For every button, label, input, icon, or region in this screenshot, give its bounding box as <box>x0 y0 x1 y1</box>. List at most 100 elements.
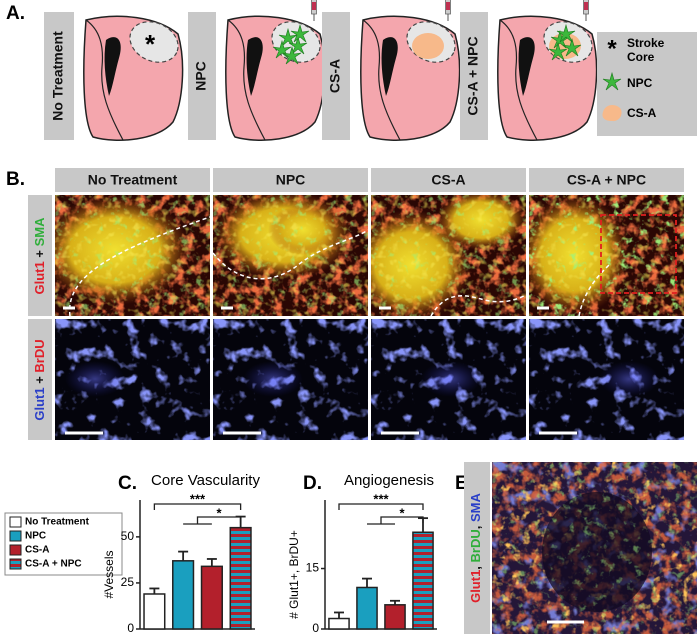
condition-tab <box>460 12 488 140</box>
column-header <box>529 168 684 192</box>
syringe-icon <box>443 0 453 22</box>
chart-title: Angiogenesis <box>344 472 434 489</box>
legend-text: Stroke <box>627 36 665 50</box>
legend-label: CS-A + NPC <box>25 559 82 570</box>
label-part: + <box>32 373 47 388</box>
legend-text: NPC <box>627 76 653 90</box>
column-label: NPC <box>276 172 306 188</box>
micrograph <box>213 319 368 440</box>
bar <box>229 526 252 630</box>
y-tick-label: 25 <box>121 575 135 589</box>
significance-label: *** <box>373 491 389 506</box>
bar <box>328 617 350 630</box>
label-part: BrDU <box>32 339 47 372</box>
y-axis-label: # Glut1+, BrDU+ <box>287 530 301 619</box>
label-part: Glut1 <box>32 387 47 420</box>
micrograph <box>529 195 684 316</box>
row-tab <box>464 462 490 634</box>
chart-title: Core Vascularity <box>151 472 260 489</box>
micrograph <box>371 319 526 440</box>
brain-schematic <box>360 13 463 142</box>
legend-swatch <box>9 558 22 570</box>
legend-text: Core <box>627 50 655 64</box>
label-part: SMA <box>468 492 483 522</box>
y-tick-label: 0 <box>127 621 134 635</box>
legend-label: No Treatment <box>25 517 90 528</box>
micrograph <box>55 195 210 316</box>
y-tick-label: 50 <box>121 529 135 543</box>
row-label: Glut1 + BrDU <box>32 339 47 420</box>
legend-text: CS-A <box>627 106 657 120</box>
bar <box>384 604 406 630</box>
legend-swatch <box>9 530 22 542</box>
row-tab <box>28 195 52 316</box>
legend-swatch <box>9 544 22 556</box>
micrograph <box>492 462 697 634</box>
significance-bracket <box>367 516 424 525</box>
micrograph <box>371 195 526 316</box>
condition-tab <box>322 12 350 140</box>
brain-schematic <box>83 13 186 142</box>
significance-bracket <box>338 503 424 510</box>
label-part: BrDU <box>468 529 483 562</box>
lesion-border <box>213 229 368 280</box>
condition-tab <box>188 12 216 140</box>
y-tick-label: 15 <box>306 561 320 575</box>
significance-label: * <box>399 505 405 520</box>
syringe-icon <box>581 0 591 22</box>
label-part: , <box>468 522 483 529</box>
bar <box>200 565 223 630</box>
column-label: CS-A + NPC <box>567 172 646 188</box>
row-tab <box>28 319 52 440</box>
lesion-border <box>430 294 526 316</box>
y-tick-label: 0 <box>312 621 319 635</box>
panel-label: B. <box>6 169 25 190</box>
micrograph <box>213 195 368 316</box>
legend-label: CS-A <box>25 545 49 556</box>
significance-label: *** <box>190 491 206 506</box>
label-part: , <box>468 562 483 569</box>
micrograph <box>529 319 684 440</box>
lesion-border <box>68 216 210 316</box>
brain-schematic <box>497 13 600 142</box>
row-label: Glut1 + SMA <box>32 217 47 295</box>
condition-label: CS-A + NPC <box>465 36 481 115</box>
zoom-box <box>600 214 677 294</box>
syringe-icon <box>309 0 319 22</box>
label-part: SMA <box>32 217 47 247</box>
column-label: CS-A <box>431 172 465 188</box>
micrograph <box>55 319 210 440</box>
bar <box>172 560 195 630</box>
core-mark: * <box>145 29 156 59</box>
column-label: No Treatment <box>88 172 178 188</box>
condition-label: CS-A <box>327 59 343 93</box>
brain-schematic <box>225 13 328 142</box>
label-part: Glut1 <box>32 261 47 294</box>
column-header <box>213 168 368 192</box>
bar <box>412 531 434 630</box>
significance-bracket <box>183 516 242 525</box>
significance-bracket <box>153 503 242 510</box>
bar <box>356 586 378 630</box>
legend-swatch <box>9 516 22 528</box>
legend-symbol: * <box>607 35 617 62</box>
csa-gel <box>412 33 444 59</box>
panel-a-schematics: * * Stroke Core NPC CS-A <box>44 0 697 142</box>
column-header <box>55 168 210 192</box>
lesion-border <box>578 264 610 316</box>
bar <box>143 593 166 630</box>
significance-label: * <box>217 505 223 520</box>
condition-label: No Treatment <box>50 31 66 121</box>
legend-label: NPC <box>25 531 46 542</box>
legend-box <box>4 512 123 576</box>
row-label: Glut1, BrDU, SMA <box>468 492 483 602</box>
condition-tab <box>44 12 74 140</box>
panel-label: D. <box>303 473 322 494</box>
condition-label: NPC <box>193 61 209 91</box>
panel-label: C. <box>118 473 137 494</box>
y-axis-label: #Vessels <box>102 550 116 598</box>
label-part: Glut1 <box>468 570 483 603</box>
legend-csa-icon <box>602 104 622 122</box>
column-header <box>371 168 526 192</box>
